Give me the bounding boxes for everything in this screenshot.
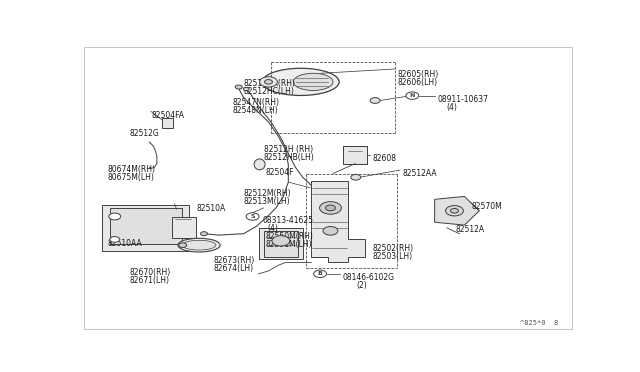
- Circle shape: [351, 174, 361, 180]
- Circle shape: [326, 205, 335, 211]
- Text: 82547N(RH): 82547N(RH): [233, 99, 280, 108]
- Text: 80674M(RH): 80674M(RH): [108, 165, 156, 174]
- Text: ^825*0  8: ^825*0 8: [520, 320, 559, 326]
- Circle shape: [406, 92, 419, 99]
- Text: 82510A: 82510A: [196, 203, 226, 213]
- Circle shape: [319, 202, 341, 214]
- Text: 82503(LH): 82503(LH): [372, 252, 413, 261]
- Text: 82670(RH): 82670(RH): [129, 268, 171, 277]
- Text: 82551M(LH): 82551M(LH): [266, 240, 312, 249]
- Circle shape: [246, 213, 259, 220]
- Circle shape: [243, 87, 249, 91]
- Text: 82608: 82608: [372, 154, 397, 163]
- Text: (4): (4): [268, 224, 278, 232]
- Bar: [162, 118, 173, 128]
- Text: 82548N(LH): 82548N(LH): [233, 106, 278, 115]
- Text: 82513M(LH): 82513M(LH): [244, 197, 291, 206]
- Bar: [110, 208, 182, 244]
- Text: 08911-10637: 08911-10637: [437, 95, 488, 104]
- Circle shape: [370, 97, 380, 103]
- Text: 82606(LH): 82606(LH): [397, 78, 438, 87]
- Text: N: N: [410, 93, 415, 98]
- Ellipse shape: [254, 159, 265, 170]
- Text: 82512HB(LH): 82512HB(LH): [264, 153, 314, 162]
- Circle shape: [200, 232, 207, 236]
- Text: (4): (4): [446, 103, 457, 112]
- Text: 82512H (RH): 82512H (RH): [264, 145, 313, 154]
- Bar: [264, 231, 298, 257]
- Circle shape: [323, 227, 338, 235]
- Circle shape: [451, 208, 458, 213]
- Text: 08313-41625: 08313-41625: [262, 216, 314, 225]
- Text: 82671(LH): 82671(LH): [129, 276, 170, 285]
- Text: 82512HC(LH): 82512HC(LH): [244, 87, 294, 96]
- Text: 82510AA: 82510AA: [108, 240, 142, 248]
- Ellipse shape: [182, 240, 216, 250]
- Circle shape: [236, 85, 242, 89]
- Text: 82673(RH): 82673(RH): [214, 256, 255, 265]
- Ellipse shape: [262, 68, 339, 96]
- Circle shape: [260, 77, 277, 87]
- Text: 82502(RH): 82502(RH): [372, 244, 414, 253]
- Text: 82605(RH): 82605(RH): [397, 70, 438, 79]
- Circle shape: [314, 270, 326, 278]
- Text: 82504F: 82504F: [266, 168, 294, 177]
- Circle shape: [445, 206, 463, 216]
- Polygon shape: [310, 181, 365, 262]
- Ellipse shape: [293, 73, 333, 90]
- Text: 82512AA: 82512AA: [403, 169, 437, 178]
- Text: (2): (2): [356, 281, 367, 290]
- Circle shape: [109, 213, 121, 220]
- Text: 82674(LH): 82674(LH): [214, 264, 254, 273]
- Bar: [259, 228, 303, 260]
- Text: 82512A: 82512A: [456, 225, 485, 234]
- Bar: [172, 217, 196, 238]
- Circle shape: [272, 236, 290, 246]
- Circle shape: [179, 243, 187, 247]
- Text: 82512G: 82512G: [129, 129, 159, 138]
- Circle shape: [110, 237, 120, 242]
- Text: 82512M(RH): 82512M(RH): [244, 189, 291, 198]
- Text: 08146-6102G: 08146-6102G: [343, 273, 395, 282]
- Text: 80675M(LH): 80675M(LH): [108, 173, 154, 182]
- Text: 82550M(RH): 82550M(RH): [266, 232, 314, 241]
- Bar: [102, 205, 189, 251]
- Text: 82570M: 82570M: [472, 202, 502, 211]
- Text: 82504FA: 82504FA: [152, 110, 185, 119]
- Ellipse shape: [178, 238, 220, 252]
- Text: 82512HA(RH): 82512HA(RH): [244, 79, 296, 88]
- Text: S: S: [250, 214, 255, 219]
- Bar: [343, 146, 367, 164]
- Circle shape: [264, 80, 273, 84]
- Polygon shape: [435, 196, 479, 225]
- Text: B: B: [317, 271, 323, 276]
